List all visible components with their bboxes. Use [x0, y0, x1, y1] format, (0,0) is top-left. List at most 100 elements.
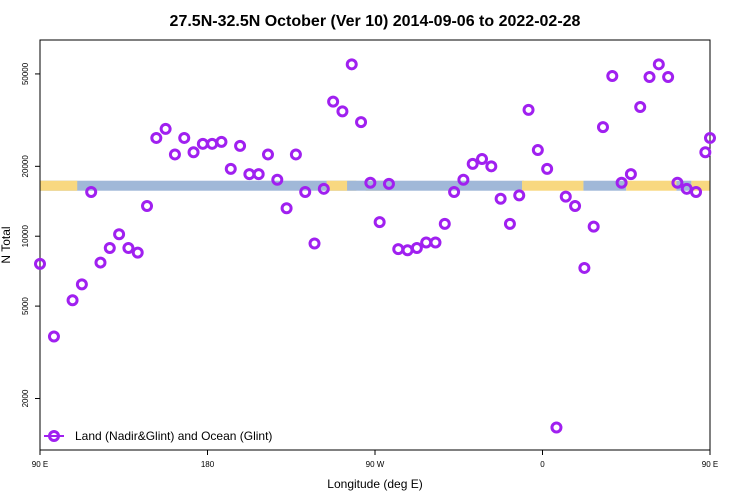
data-point [429, 236, 442, 249]
surface-segment-land [522, 180, 584, 191]
data-point [448, 186, 461, 199]
x-tick-label: 90 E [32, 460, 48, 469]
data-point [596, 121, 609, 134]
data-point [541, 162, 554, 175]
data-point [392, 243, 405, 256]
data-point [271, 173, 284, 186]
data-point [317, 182, 330, 195]
data-points [34, 58, 716, 434]
data-point [476, 153, 489, 166]
data-point [75, 278, 88, 291]
y-tick-label: 10000 [21, 225, 30, 248]
chart-title: 27.5N-32.5N October (Ver 10) 2014-09-06 … [170, 13, 581, 30]
data-point [503, 217, 516, 230]
y-tick-label: 5000 [21, 297, 30, 315]
data-point [690, 186, 703, 199]
data-point [308, 237, 321, 250]
data-point [261, 148, 274, 161]
data-point [624, 168, 637, 181]
data-point [141, 199, 154, 212]
data-point [299, 186, 312, 199]
y-axis-label: N Total [0, 226, 13, 263]
data-point [485, 160, 498, 173]
x-tick-label: 180 [201, 460, 215, 469]
data-point [615, 176, 628, 189]
data-point [466, 157, 479, 170]
surface-band [40, 180, 710, 191]
y-axis: 2000 5000 10000 20000 50000 [21, 62, 40, 407]
surface-segment-land [691, 180, 710, 191]
surface-segment-ocean [347, 180, 524, 191]
data-point [578, 261, 591, 274]
data-point [457, 173, 470, 186]
data-point [671, 176, 684, 189]
data-point [355, 116, 368, 129]
data-point [569, 199, 582, 212]
data-point [606, 69, 619, 82]
surface-segment-land [40, 180, 78, 191]
data-point [327, 95, 340, 108]
data-point [494, 192, 507, 205]
data-point [168, 148, 181, 161]
surface-segment-ocean [583, 180, 627, 191]
data-point [531, 144, 544, 157]
y-tick-label: 50000 [21, 62, 30, 85]
data-point [420, 236, 433, 249]
data-point [85, 186, 98, 199]
data-point [252, 168, 265, 181]
data-point [243, 168, 256, 181]
data-point [382, 177, 395, 190]
data-point [131, 246, 144, 259]
data-point [206, 137, 219, 150]
data-point [345, 58, 358, 71]
plot-frame [39, 39, 711, 451]
legend: Land (Nadir&Glint) and Ocean (Glint) [44, 429, 272, 443]
data-point [66, 294, 79, 307]
surface-segment-ocean [40, 180, 348, 191]
data-point [159, 122, 172, 135]
data-point [704, 131, 716, 144]
data-point [94, 256, 107, 269]
data-point [122, 241, 135, 254]
data-point [224, 162, 237, 175]
legend-marker [48, 430, 60, 442]
data-point [113, 228, 126, 241]
data-point [699, 146, 712, 159]
data-point [513, 189, 526, 202]
data-point [47, 330, 60, 343]
data-point [336, 105, 349, 118]
surface-segment-land [326, 180, 357, 191]
data-point [522, 103, 535, 116]
x-axis: 90 E 180 90 W 0 90 E [32, 450, 718, 469]
data-point [289, 148, 302, 161]
data-point [234, 139, 247, 152]
data-point [652, 58, 665, 71]
data-point [280, 202, 293, 215]
x-tick-label: 90 E [702, 460, 718, 469]
x-tick-label: 90 W [366, 460, 385, 469]
y-tick-label: 20000 [21, 155, 30, 178]
data-point [587, 220, 600, 233]
x-axis-label: Longitude (deg E) [327, 477, 422, 491]
data-point [643, 70, 656, 83]
data-point [178, 131, 191, 144]
data-point [34, 257, 46, 270]
legend-label: Land (Nadir&Glint) and Ocean (Glint) [75, 429, 272, 443]
data-point [196, 137, 209, 150]
data-point [410, 241, 423, 254]
data-point [550, 421, 563, 434]
data-point [559, 190, 572, 203]
data-point [634, 101, 647, 114]
data-point [103, 241, 116, 254]
y-tick-label: 2000 [21, 389, 30, 407]
data-point [364, 176, 377, 189]
data-point [438, 217, 451, 230]
data-point [401, 244, 414, 257]
x-tick-label: 0 [540, 460, 545, 469]
data-point [373, 216, 386, 229]
data-point [662, 70, 675, 83]
surface-segment-land [626, 180, 677, 191]
data-point [215, 135, 228, 148]
data-point [150, 131, 163, 144]
